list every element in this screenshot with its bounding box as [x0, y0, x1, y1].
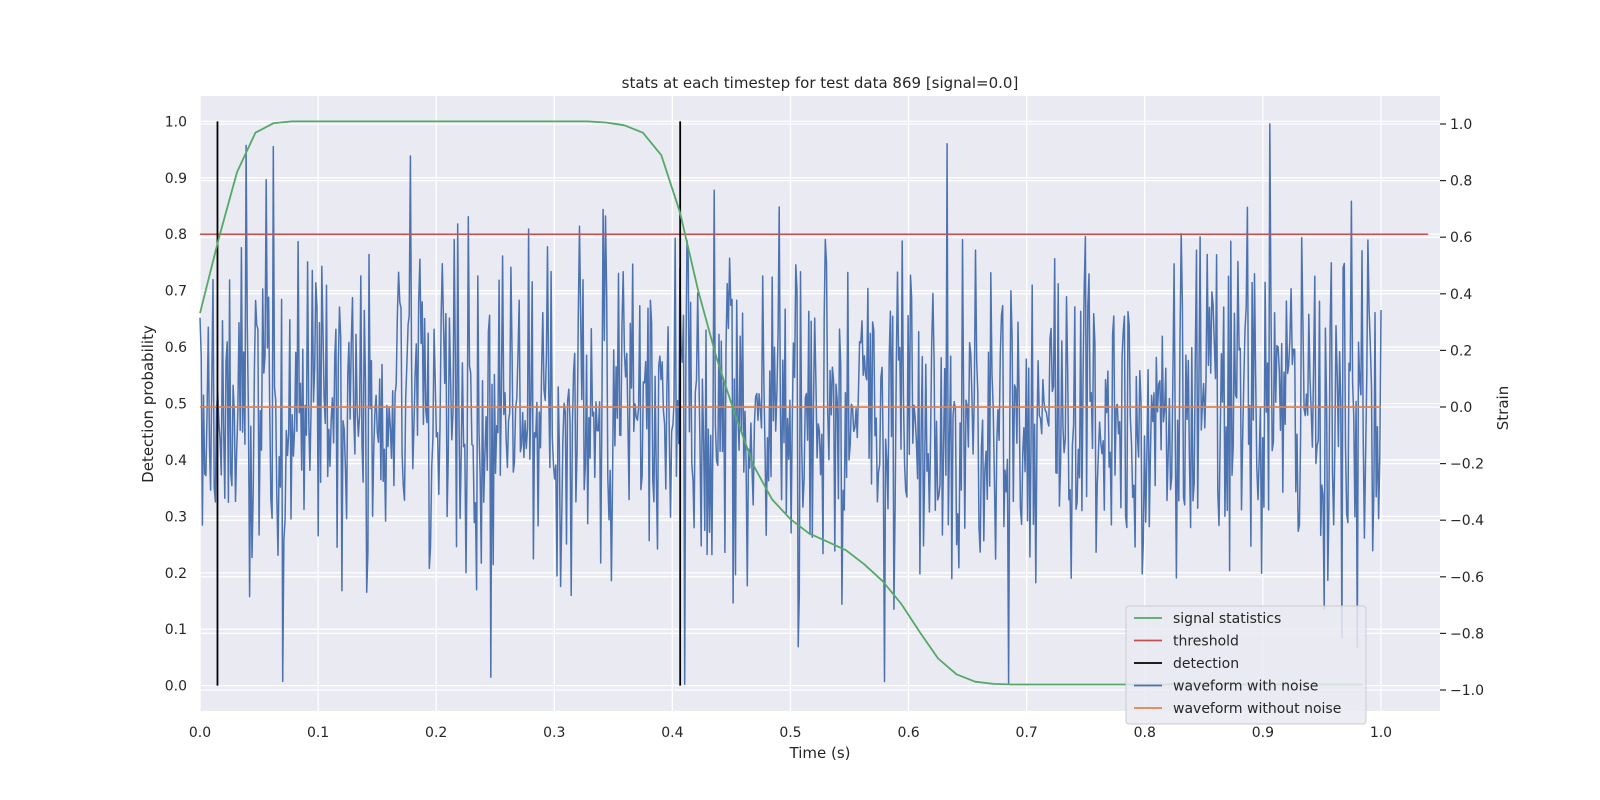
x-tick-label: 0.2 [425, 725, 447, 741]
y-axis-left-label: Detection probability [139, 325, 157, 483]
legend-label: threshold [1173, 634, 1239, 650]
chart-title: stats at each timestep for test data 869… [622, 74, 1019, 92]
y-left-tick-label: 0.3 [165, 509, 187, 525]
y-right-tick-label: −0.8 [1450, 626, 1484, 642]
y-left-tick-label: 0.6 [165, 340, 187, 356]
x-tick-label: 0.1 [307, 725, 329, 741]
x-tick-label: 0.4 [661, 725, 683, 741]
y-left-tick-label: 1.0 [165, 114, 187, 130]
ticks: 0.0 0.1 0.2 0.3 0.4 0.5 0.6 0.7 0.8 0.9 1.0 0.0 0.1 0… [165, 114, 1484, 741]
y-left-tick-label: 0.4 [165, 453, 187, 469]
y-right-tick-label: 0.4 [1450, 287, 1472, 303]
legend-box [1125, 605, 1367, 725]
y-right-tick-label: −0.6 [1450, 570, 1484, 586]
x-tick-label: 0.8 [1134, 725, 1156, 741]
y-right-tick-label: 0.0 [1450, 400, 1472, 416]
y-right-tick-label: −0.2 [1450, 457, 1484, 473]
x-tick-label: 0.0 [189, 725, 211, 741]
x-tick-label: 0.6 [897, 725, 919, 741]
y-right-tick-label: 0.8 [1450, 174, 1472, 190]
legend: signal statistics threshold detection wavef… [1125, 605, 1367, 725]
y-right-tick-label: −0.4 [1450, 513, 1484, 529]
x-tick-label: 0.9 [1252, 725, 1274, 741]
y-left-tick-label: 0.9 [165, 171, 187, 187]
legend-label: waveform without noise [1173, 701, 1341, 717]
y-axis-right-label: Strain [1494, 386, 1512, 430]
legend-label: signal statistics [1173, 611, 1281, 627]
y-left-tick-label: 0.5 [165, 397, 187, 413]
x-axis-label: Time (s) [789, 744, 851, 762]
x-tick-label: 1.0 [1370, 725, 1392, 741]
y-right-tick-label: −1.0 [1450, 683, 1484, 699]
y-left-tick-label: 0.8 [165, 227, 187, 243]
y-left-tick-label: 0.0 [165, 679, 187, 695]
y-right-tick-label: 0.2 [1450, 343, 1472, 359]
plot-lines [199, 120, 1429, 686]
y-right-tick-label: 0.6 [1450, 230, 1472, 246]
y-left-tick-label: 0.2 [165, 566, 187, 582]
legend-label: detection [1173, 656, 1239, 672]
x-tick-label: 0.5 [779, 725, 801, 741]
y-left-tick-label: 0.7 [165, 284, 187, 300]
x-tick-label: 0.7 [1016, 725, 1038, 741]
legend-label: waveform with noise [1173, 679, 1318, 695]
y-right-tick-label: 1.0 [1450, 117, 1472, 133]
series-signal-statistics [199, 120, 1363, 686]
y-left-tick-label: 0.1 [165, 622, 187, 638]
x-tick-label: 0.3 [543, 725, 565, 741]
series-waveform-with-noise [199, 123, 1382, 686]
